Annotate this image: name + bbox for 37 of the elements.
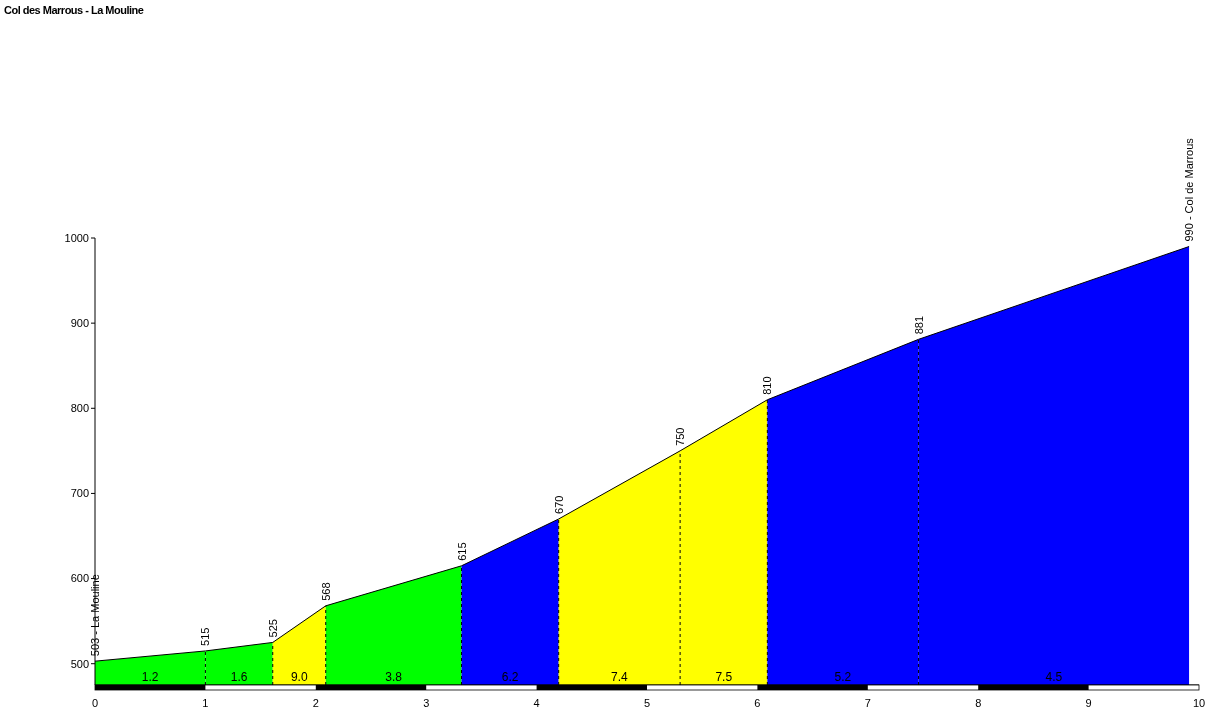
series-label: 5.2 [834,670,852,684]
x-tick-label: 8 [975,696,982,709]
y-tick-label: 800 [70,402,89,415]
x-tick-label: 0 [91,696,99,709]
data-label: 670 [552,495,565,514]
x-tick-label: 1 [202,696,209,709]
y-tick-label: 1000 [64,231,89,244]
series-label: 1.2 [141,670,159,684]
series-label: 9.0 [290,670,308,684]
data-label: 515 [199,627,212,646]
data-label: 990 - Col de Marrous [1183,137,1196,242]
data-label: 525 [266,619,279,638]
data-label: 503 - La Mouline [89,574,101,657]
x-tick-label: 2 [312,696,319,709]
series-label: 6.2 [501,670,519,684]
chart-title: Col des Marrous - La Mouline [4,4,144,16]
y-tick-label: 700 [70,487,89,500]
series-label: 7.5 [715,670,733,684]
x-tick-label: 5 [643,696,651,709]
data-label: 615 [455,542,468,561]
y-tick-label: 500 [70,657,89,670]
x-tick-label: 9 [1085,696,1092,709]
y-tick-label: 900 [70,317,89,330]
data-label: 881 [912,315,925,335]
series-label: 3.8 [385,670,403,684]
data-label: 568 [319,582,332,601]
x-tick-label: 4 [533,696,540,709]
x-tick-label: 3 [423,696,430,709]
series-label: 1.6 [230,670,248,684]
data-label: 810 [761,376,774,395]
x-tick-label: 6 [754,696,761,709]
y-tick-label: 600 [70,572,89,585]
series-label: 4.5 [1045,670,1063,684]
x-tick-label: 7 [864,696,871,709]
x-tick-label: 10 [1192,696,1206,709]
data-label: 750 [674,427,687,446]
series-label: 7.4 [611,670,629,684]
